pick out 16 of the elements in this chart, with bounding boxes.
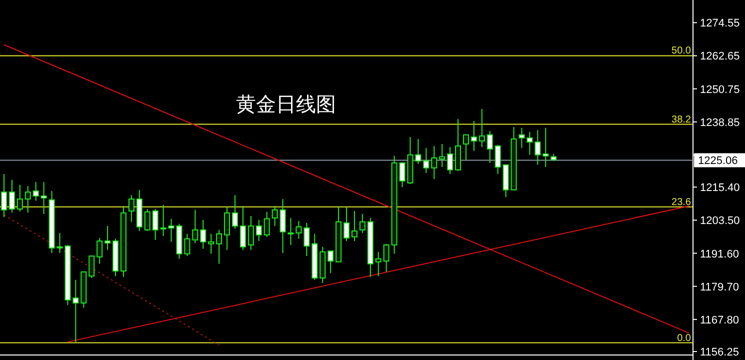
y-tick-label: 1262.65 — [700, 50, 740, 63]
y-tick-label: 1238.85 — [700, 116, 740, 129]
y-tick-label: 1179.70 — [700, 281, 739, 294]
annotation: 0.0 — [677, 332, 692, 344]
y-tick-label: 1215.40 — [700, 182, 740, 194]
y-tick-label: 1250.75 — [700, 84, 740, 96]
y-tick-label: 1274.55 — [700, 18, 740, 30]
text: 黄金日线图 — [236, 94, 336, 116]
y-tick-label: 1156.25 — [700, 346, 739, 359]
ref-line-label: 1225.06 — [698, 155, 738, 168]
y-tick-label: 1167.80 — [700, 314, 739, 326]
y-tick-label: 1203.50 — [700, 215, 740, 228]
annotation: 38.2 — [672, 114, 692, 126]
annotation: 23.6 — [672, 196, 692, 208]
annotation: 50.0 — [672, 46, 692, 57]
y-tick-label: 1191.60 — [700, 248, 739, 260]
